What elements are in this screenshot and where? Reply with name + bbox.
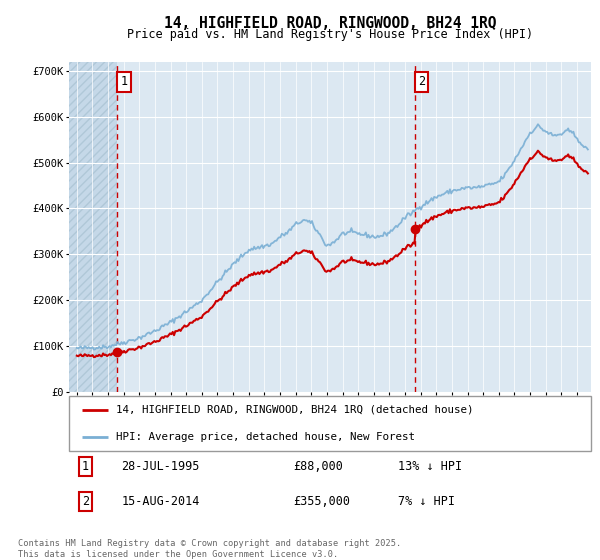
Text: 1: 1 bbox=[120, 76, 127, 88]
Text: HPI: Average price, detached house, New Forest: HPI: Average price, detached house, New … bbox=[116, 432, 415, 442]
Text: 1: 1 bbox=[82, 460, 89, 473]
Text: 7% ↓ HPI: 7% ↓ HPI bbox=[398, 496, 455, 508]
FancyBboxPatch shape bbox=[69, 396, 591, 451]
Text: Price paid vs. HM Land Registry's House Price Index (HPI): Price paid vs. HM Land Registry's House … bbox=[127, 28, 533, 41]
Text: 13% ↓ HPI: 13% ↓ HPI bbox=[398, 460, 462, 473]
Text: £355,000: £355,000 bbox=[293, 496, 350, 508]
Text: 14, HIGHFIELD ROAD, RINGWOOD, BH24 1RQ (detached house): 14, HIGHFIELD ROAD, RINGWOOD, BH24 1RQ (… bbox=[116, 405, 473, 414]
Text: 28-JUL-1995: 28-JUL-1995 bbox=[121, 460, 200, 473]
Bar bbox=[69, 62, 117, 392]
Text: £88,000: £88,000 bbox=[293, 460, 343, 473]
Text: 2: 2 bbox=[82, 496, 89, 508]
Text: 15-AUG-2014: 15-AUG-2014 bbox=[121, 496, 200, 508]
Text: Contains HM Land Registry data © Crown copyright and database right 2025.
This d: Contains HM Land Registry data © Crown c… bbox=[18, 539, 401, 559]
Text: 2: 2 bbox=[418, 76, 425, 88]
Text: 14, HIGHFIELD ROAD, RINGWOOD, BH24 1RQ: 14, HIGHFIELD ROAD, RINGWOOD, BH24 1RQ bbox=[164, 16, 496, 31]
